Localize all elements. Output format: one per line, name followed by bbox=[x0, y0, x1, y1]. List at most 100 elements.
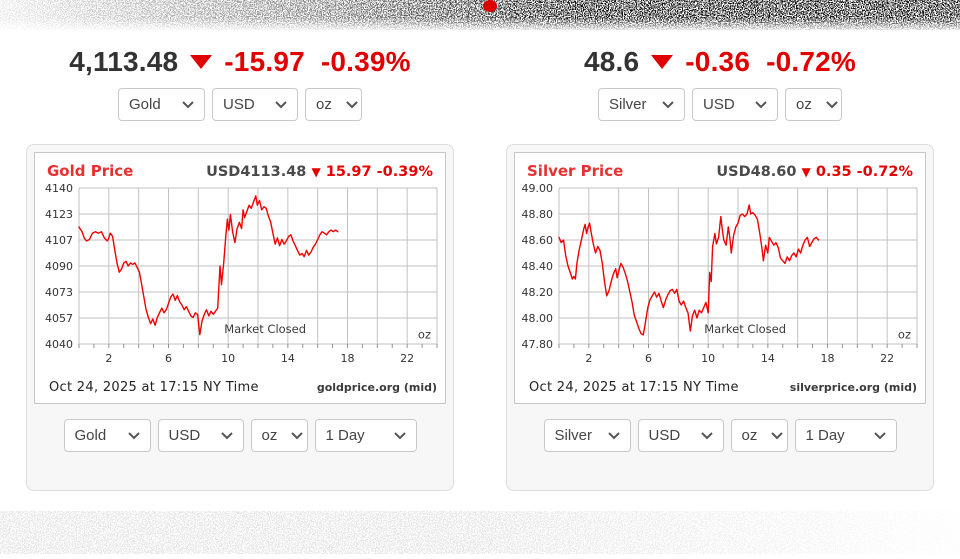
svg-text:48.80: 48.80 bbox=[522, 208, 554, 221]
gold-currency-select-bottom[interactable]: USD bbox=[157, 419, 244, 452]
top-banner bbox=[0, 0, 960, 30]
chevron-down-icon bbox=[393, 431, 406, 440]
gold-bottom-selects: Gold USD oz 1 Day bbox=[34, 419, 446, 452]
chevron-down-icon bbox=[607, 431, 620, 440]
gold-widget-footer: Oct 24, 2025 at 17:15 NY Time goldprice.… bbox=[35, 380, 445, 403]
chevron-down-icon bbox=[220, 431, 233, 440]
silver-currency-select-value: USD bbox=[703, 96, 735, 113]
svg-text:Market Closed: Market Closed bbox=[704, 322, 786, 336]
chevron-down-icon bbox=[182, 100, 194, 109]
down-triangle-icon: ▼ bbox=[311, 165, 321, 179]
svg-text:2: 2 bbox=[585, 352, 592, 365]
gold-widget-title: Gold Price bbox=[47, 162, 134, 180]
chevron-down-icon bbox=[291, 431, 304, 440]
silver-top-selects: Silver USD oz bbox=[598, 88, 842, 121]
svg-text:6: 6 bbox=[165, 352, 172, 365]
chevron-down-icon bbox=[873, 431, 886, 440]
svg-text:4040: 4040 bbox=[45, 338, 73, 351]
silver-quote-row: 48.6 -0.36 -0.72% bbox=[584, 46, 856, 78]
silver-widget-quote: USD48.60 ▼ 0.35 -0.72% bbox=[716, 164, 913, 180]
silver-period-select[interactable]: 1 Day bbox=[794, 419, 897, 452]
silver-widget-title: Silver Price bbox=[527, 162, 624, 180]
silver-price-chart: 49.00 48.80 48.60 48.40 48.20 48.00 47.80 2 6 10 1… bbox=[522, 182, 918, 365]
top-banner-noise bbox=[0, 0, 960, 30]
red-dot-icon bbox=[483, 0, 497, 12]
silver-metal-select-value: Silver bbox=[609, 96, 647, 113]
quote-panels: 4,113.48 -15.97 -0.39% Gold USD oz bbox=[0, 30, 960, 491]
svg-text:4140: 4140 bbox=[45, 182, 73, 195]
svg-text:4073: 4073 bbox=[45, 286, 73, 299]
gold-widget-quote: USD4113.48 ▼ 15.97 -0.39% bbox=[206, 164, 433, 180]
chevron-down-icon bbox=[755, 100, 767, 109]
gold-price-value: 4,113.48 bbox=[69, 46, 179, 77]
silver-change-value: -0.36 -0.72% bbox=[685, 46, 856, 77]
silver-widget-header: Silver Price USD48.60 ▼ 0.35 -0.72% bbox=[515, 153, 925, 180]
silver-panel: 48.6 -0.36 -0.72% Silver USD oz bbox=[480, 30, 960, 491]
svg-text:48.60: 48.60 bbox=[522, 234, 554, 247]
svg-text:2: 2 bbox=[105, 352, 112, 365]
gold-chart-timestamp: Oct 24, 2025 at 17:15 NY Time bbox=[49, 380, 259, 395]
svg-text:48.00: 48.00 bbox=[522, 312, 554, 325]
svg-text:4107: 4107 bbox=[45, 234, 73, 247]
chevron-down-icon bbox=[700, 431, 713, 440]
silver-chart-card: Silver Price USD48.60 ▼ 0.35 -0.72% 49.0… bbox=[506, 144, 934, 491]
gold-unit-select-bottom[interactable]: oz bbox=[250, 419, 308, 452]
svg-text:4057: 4057 bbox=[45, 312, 73, 325]
chevron-down-icon bbox=[275, 100, 287, 109]
gold-currency-select-value: USD bbox=[223, 96, 255, 113]
gold-chart-source: goldprice.org (mid) bbox=[316, 381, 437, 394]
silver-metal-select-bottom[interactable]: Silver bbox=[543, 419, 631, 452]
svg-text:oz: oz bbox=[898, 328, 911, 342]
gold-down-triangle-icon bbox=[190, 55, 213, 69]
svg-text:18: 18 bbox=[821, 352, 835, 365]
silver-unit-select-value: oz bbox=[796, 96, 812, 113]
svg-text:47.80: 47.80 bbox=[522, 338, 554, 351]
svg-text:22: 22 bbox=[880, 352, 894, 365]
gold-change-value: -15.97 -0.39% bbox=[224, 46, 411, 77]
gold-price-chart: 4140 4123 4107 4090 4073 4057 4040 2 6 10 14 18 22 Ma… bbox=[45, 182, 438, 365]
svg-text:49.00: 49.00 bbox=[522, 182, 554, 195]
silver-down-triangle-icon bbox=[651, 55, 674, 69]
silver-currency-select-bottom[interactable]: USD bbox=[637, 419, 724, 452]
gold-chart-card: Gold Price USD4113.48 ▼ 15.97 -0.39% 414… bbox=[26, 144, 454, 491]
svg-text:10: 10 bbox=[701, 352, 715, 365]
gold-quote-row: 4,113.48 -15.97 -0.39% bbox=[69, 46, 411, 78]
gold-widget-header: Gold Price USD4113.48 ▼ 15.97 -0.39% bbox=[35, 153, 445, 180]
chevron-down-icon bbox=[346, 100, 358, 109]
svg-text:14: 14 bbox=[281, 352, 295, 365]
silver-price-value: 48.6 bbox=[583, 46, 640, 77]
silver-currency-select[interactable]: USD bbox=[692, 88, 778, 121]
svg-text:22: 22 bbox=[400, 352, 414, 365]
gold-metal-select-bottom[interactable]: Gold bbox=[63, 419, 151, 452]
svg-text:4123: 4123 bbox=[45, 208, 73, 221]
svg-text:6: 6 bbox=[645, 352, 652, 365]
silver-chart-widget: Silver Price USD48.60 ▼ 0.35 -0.72% 49.0… bbox=[514, 152, 926, 404]
gold-period-select[interactable]: 1 Day bbox=[314, 419, 417, 452]
svg-text:48.20: 48.20 bbox=[522, 286, 554, 299]
silver-chart-source: silverprice.org (mid) bbox=[789, 381, 917, 394]
svg-text:4090: 4090 bbox=[45, 260, 73, 273]
silver-widget-footer: Oct 24, 2025 at 17:15 NY Time silverpric… bbox=[515, 380, 925, 403]
silver-chart-timestamp: Oct 24, 2025 at 17:15 NY Time bbox=[529, 380, 739, 395]
gold-chart-widget: Gold Price USD4113.48 ▼ 15.97 -0.39% 414… bbox=[34, 152, 446, 404]
gold-unit-select-value: oz bbox=[316, 96, 332, 113]
svg-text:oz: oz bbox=[418, 328, 431, 342]
chevron-down-icon bbox=[127, 431, 140, 440]
svg-text:Market Closed: Market Closed bbox=[224, 322, 306, 336]
gold-currency-select[interactable]: USD bbox=[212, 88, 298, 121]
chevron-down-icon bbox=[771, 431, 784, 440]
bottom-texture bbox=[0, 511, 960, 554]
gold-top-selects: Gold USD oz bbox=[118, 88, 362, 121]
silver-unit-select-bottom[interactable]: oz bbox=[730, 419, 788, 452]
gold-metal-select[interactable]: Gold bbox=[118, 88, 205, 121]
gold-metal-select-value: Gold bbox=[129, 96, 161, 113]
silver-bottom-selects: Silver USD oz 1 Day bbox=[514, 419, 926, 452]
gold-panel: 4,113.48 -15.97 -0.39% Gold USD oz bbox=[0, 30, 480, 491]
silver-unit-select[interactable]: oz bbox=[785, 88, 842, 121]
silver-metal-select[interactable]: Silver bbox=[598, 88, 685, 121]
svg-text:48.40: 48.40 bbox=[522, 260, 554, 273]
gold-unit-select[interactable]: oz bbox=[305, 88, 362, 121]
down-triangle-icon: ▼ bbox=[801, 165, 811, 179]
svg-text:14: 14 bbox=[761, 352, 775, 365]
chevron-down-icon bbox=[662, 100, 674, 109]
